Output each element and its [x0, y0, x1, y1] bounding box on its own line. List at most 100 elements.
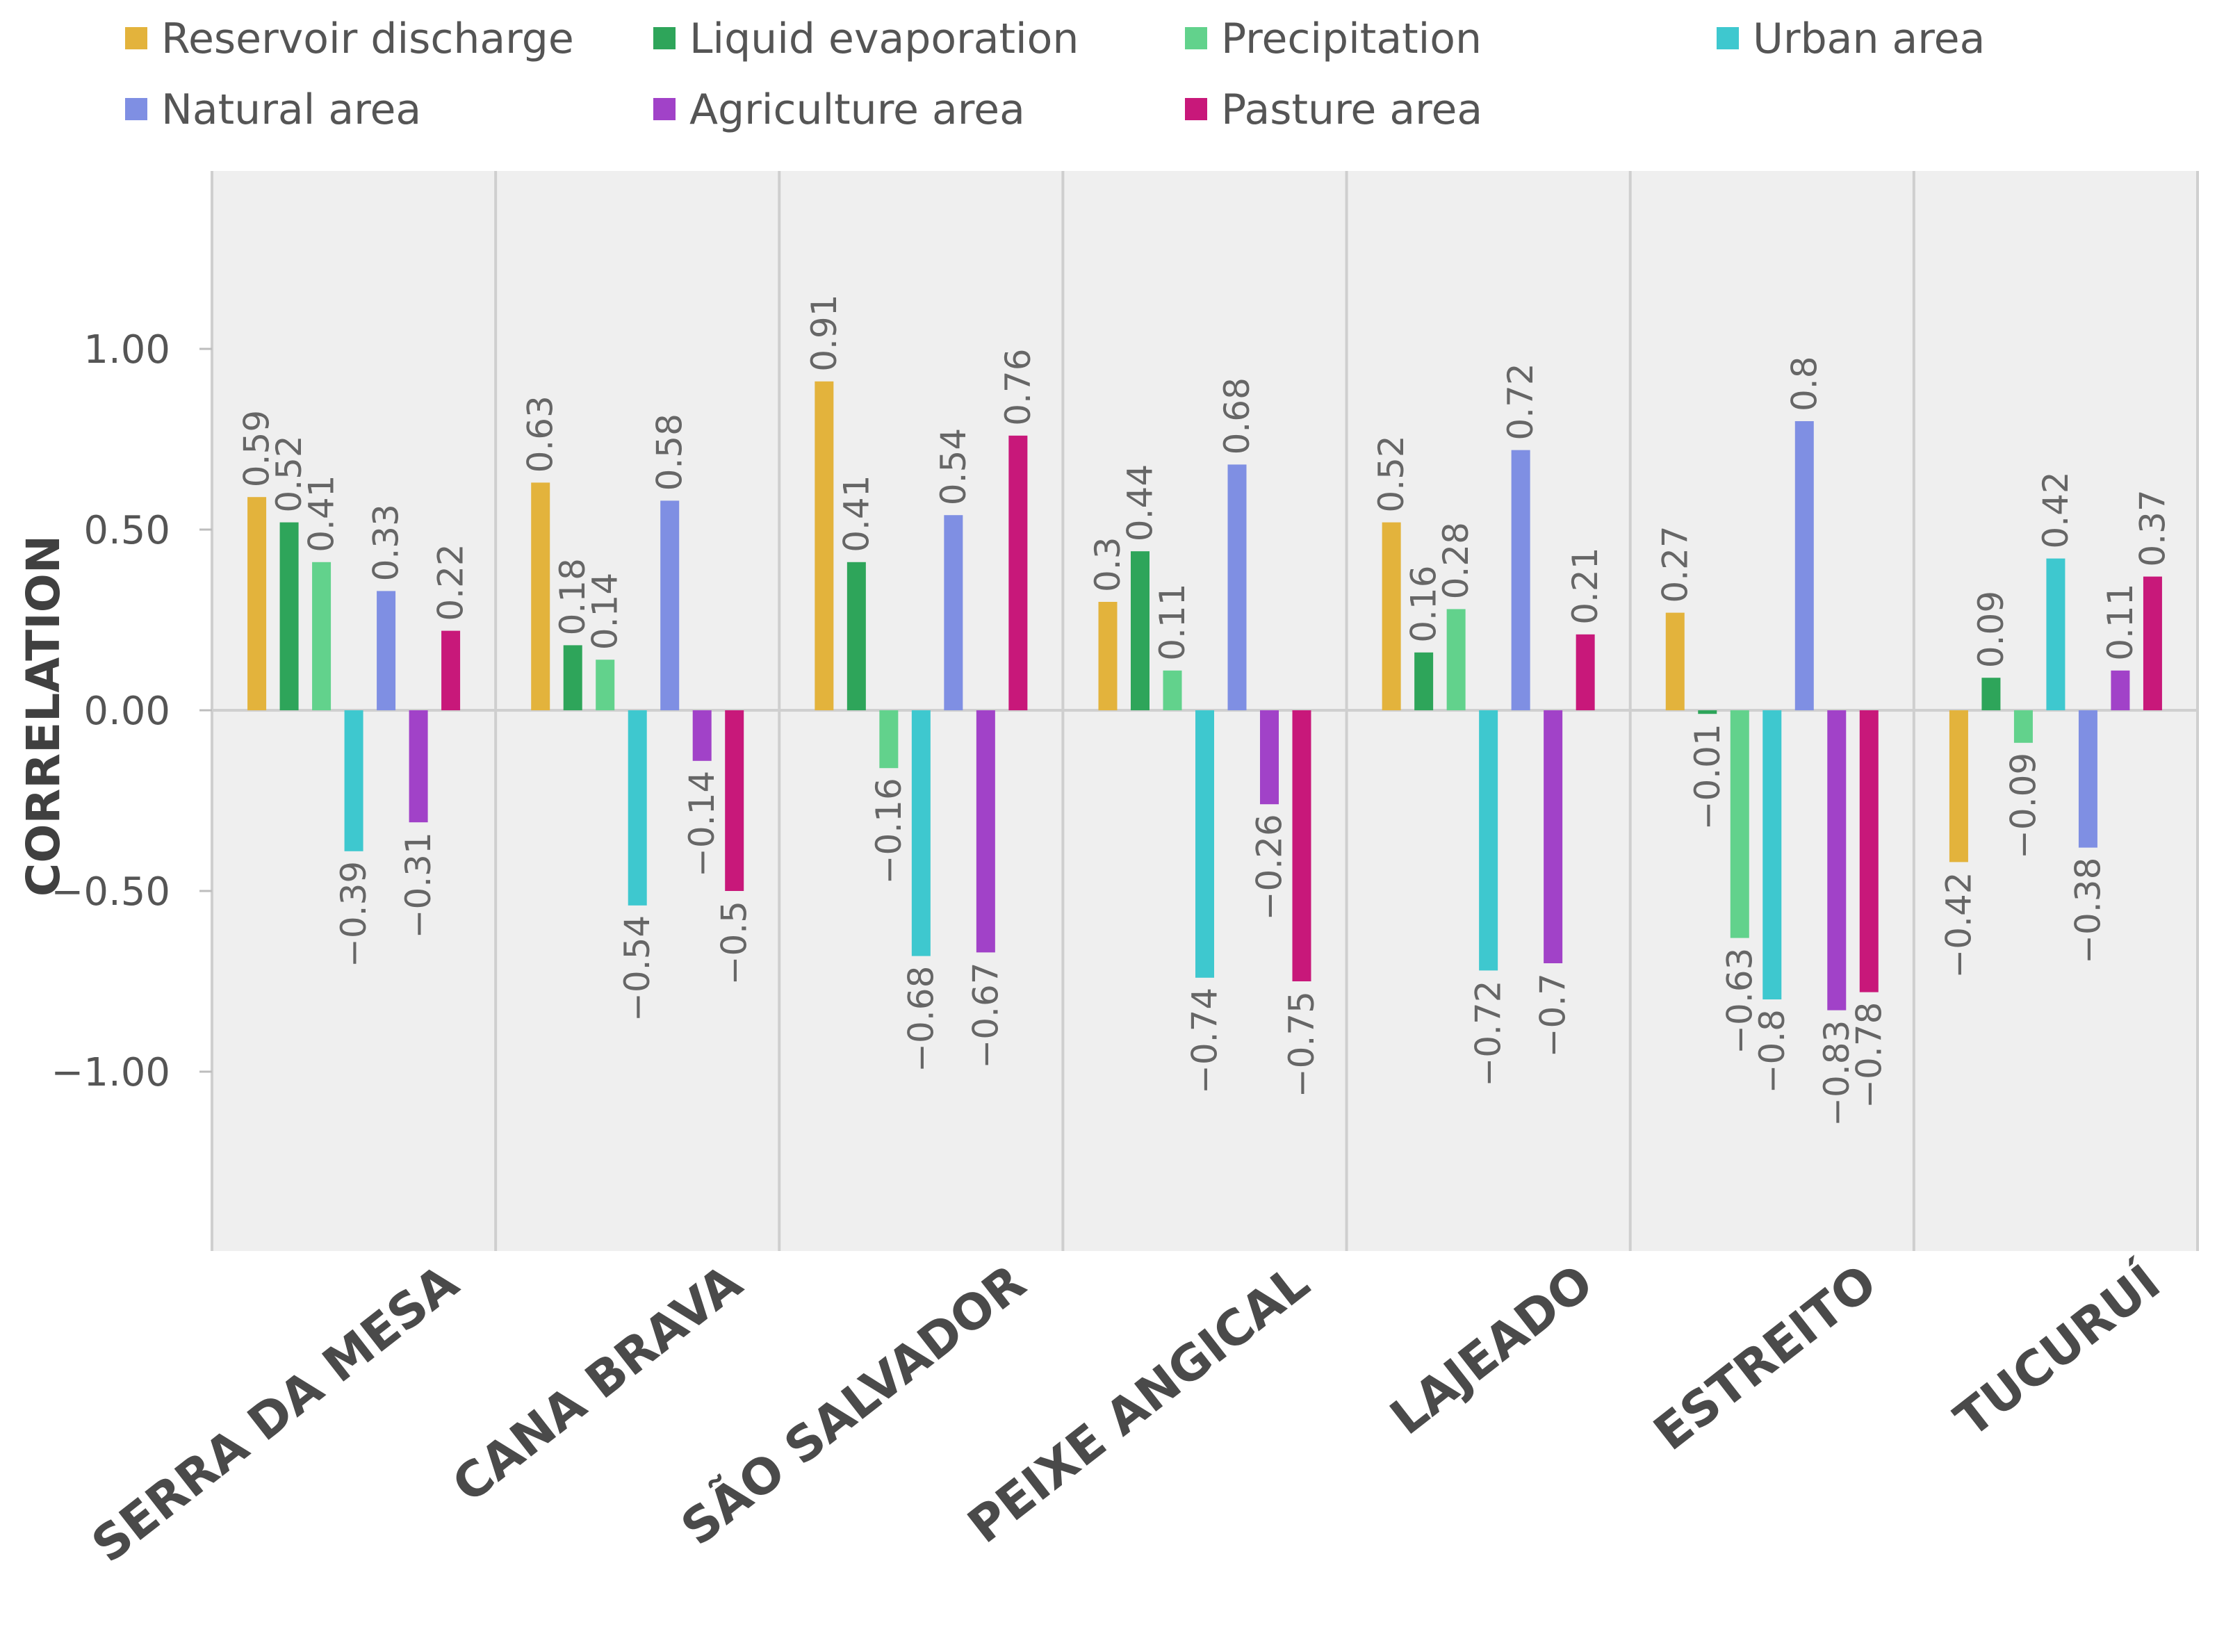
data-label-estreito-urban-area: −0.8: [1752, 1009, 1792, 1093]
data-label-peixe-angical-pasture-area: −0.75: [1282, 991, 1322, 1097]
data-label-sao-salvador-pasture-area: 0.76: [998, 348, 1038, 425]
data-label-peixe-angical-natural-area: 0.68: [1217, 377, 1257, 455]
bar-estreito-pasture-area: [1859, 710, 1879, 992]
bar-tucurui-agriculture-area: [2111, 670, 2130, 710]
bar-lajeado-liquid-evaporation: [1414, 652, 1434, 710]
bar-sao-salvador-precipitation: [879, 710, 899, 769]
bar-serra-da-mesa-reservoir-discharge: [247, 497, 267, 710]
data-label-peixe-angical-urban-area: −0.74: [1185, 988, 1225, 1094]
y-tick-label: −0.50: [51, 869, 170, 915]
bar-tucurui-liquid-evaporation: [1981, 678, 2001, 710]
data-label-sao-salvador-reservoir-discharge: 0.91: [804, 294, 844, 371]
data-label-serra-da-mesa-urban-area: −0.39: [334, 861, 374, 967]
data-label-serra-da-mesa-pasture-area: 0.22: [431, 543, 471, 621]
bar-cana-brava-precipitation: [596, 660, 615, 710]
data-label-sao-salvador-liquid-evaporation: 0.41: [836, 475, 876, 552]
data-label-lajeado-precipitation: 0.28: [1436, 522, 1476, 599]
legend: Reservoir discharge Liquid evaporation Pre…: [125, 15, 1985, 134]
bar-serra-da-mesa-agriculture-area: [409, 710, 428, 823]
bar-tucurui-urban-area: [2046, 558, 2065, 710]
bar-sao-salvador-natural-area: [944, 515, 963, 710]
data-label-sao-salvador-natural-area: 0.54: [933, 428, 974, 505]
legend-swatch: [1185, 98, 1207, 120]
legend-label: Urban area: [1753, 15, 1985, 63]
data-label-lajeado-liquid-evaporation: 0.16: [1404, 565, 1444, 642]
data-label-peixe-angical-precipitation: 0.11: [1152, 583, 1193, 660]
bar-peixe-angical-precipitation: [1163, 670, 1182, 710]
data-label-lajeado-agriculture-area: −0.7: [1533, 973, 1573, 1057]
bar-peixe-angical-liquid-evaporation: [1131, 551, 1150, 710]
bar-lajeado-pasture-area: [1576, 634, 1595, 710]
bar-serra-da-mesa-urban-area: [344, 710, 363, 851]
bar-lajeado-precipitation: [1446, 609, 1466, 710]
bar-sao-salvador-agriculture-area: [976, 710, 995, 953]
bar-estreito-natural-area: [1794, 421, 1814, 710]
y-tick-label: −1.00: [51, 1050, 170, 1095]
data-label-tucurui-agriculture-area: 0.11: [2100, 583, 2141, 660]
bars: [247, 381, 2162, 1011]
category-label-lajeado: LAJEADO: [1380, 1254, 1603, 1446]
data-label-estreito-reservoir-discharge: 0.27: [1655, 525, 1695, 603]
data-label-tucurui-natural-area: −0.38: [2068, 858, 2108, 964]
legend-label: Natural area: [161, 85, 421, 134]
data-label-estreito-liquid-evaporation: −0.01: [1687, 723, 1728, 830]
data-label-lajeado-natural-area: 0.72: [1500, 363, 1541, 440]
data-label-sao-salvador-urban-area: −0.68: [901, 966, 941, 1072]
legend-label: Pasture area: [1221, 85, 1482, 134]
data-label-serra-da-mesa-liquid-evaporation: 0.52: [269, 435, 309, 512]
data-label-serra-da-mesa-natural-area: 0.33: [366, 504, 407, 581]
data-label-peixe-angical-reservoir-discharge: 0.3: [1088, 537, 1128, 592]
y-axis-title: CORRELATION: [17, 535, 70, 897]
legend-swatch: [125, 98, 147, 120]
legend-swatch: [1185, 27, 1207, 49]
legend-item-liquid-evaporation: Liquid evaporation: [653, 15, 1079, 63]
data-label-lajeado-urban-area: −0.72: [1469, 980, 1509, 1086]
legend-swatch: [125, 27, 147, 49]
y-axis: 1.00 0.50 0.00 −0.50 −1.00: [51, 327, 212, 1095]
bar-cana-brava-agriculture-area: [692, 710, 712, 761]
data-label-peixe-angical-liquid-evaporation: 0.44: [1120, 464, 1161, 541]
data-label-cana-brava-natural-area: 0.58: [650, 414, 690, 491]
bar-serra-da-mesa-liquid-evaporation: [279, 522, 299, 710]
y-tick-label: 0.50: [83, 508, 170, 553]
bar-tucurui-natural-area: [2078, 710, 2097, 848]
legend-item-agriculture-area: Agriculture area: [653, 85, 1025, 134]
data-label-cana-brava-liquid-evaporation: 0.18: [553, 558, 593, 635]
bar-cana-brava-reservoir-discharge: [531, 482, 550, 710]
bar-estreito-urban-area: [1762, 710, 1782, 999]
data-label-serra-da-mesa-reservoir-discharge: 0.59: [237, 410, 277, 487]
bar-sao-salvador-pasture-area: [1008, 435, 1028, 710]
bar-tucurui-pasture-area: [2143, 576, 2162, 710]
data-label-sao-salvador-agriculture-area: −0.67: [965, 962, 1006, 1068]
bar-estreito-liquid-evaporation: [1698, 710, 1717, 714]
legend-label: Precipitation: [1221, 15, 1482, 63]
bar-sao-salvador-reservoir-discharge: [815, 381, 834, 710]
legend-label: Reservoir discharge: [161, 15, 574, 63]
bar-sao-salvador-liquid-evaporation: [846, 562, 866, 710]
bar-lajeado-agriculture-area: [1544, 710, 1563, 963]
bar-lajeado-natural-area: [1511, 450, 1530, 710]
data-label-estreito-natural-area: 0.8: [1784, 356, 1824, 411]
bar-tucurui-precipitation: [2013, 710, 2033, 743]
bar-cana-brava-liquid-evaporation: [563, 645, 582, 710]
y-tick-label: 1.00: [83, 327, 170, 373]
data-label-cana-brava-urban-area: −0.54: [617, 915, 657, 1022]
legend-swatch: [1717, 27, 1739, 49]
legend-item-reservoir-discharge: Reservoir discharge: [125, 15, 574, 63]
bar-cana-brava-natural-area: [660, 500, 680, 710]
data-label-tucurui-reservoir-discharge: −0.42: [1938, 872, 1979, 978]
bar-serra-da-mesa-precipitation: [312, 562, 332, 710]
data-label-cana-brava-pasture-area: −0.5: [714, 901, 755, 985]
data-label-lajeado-reservoir-discharge: 0.52: [1371, 435, 1412, 512]
bar-lajeado-urban-area: [1479, 710, 1498, 971]
data-label-lajeado-pasture-area: 0.21: [1565, 547, 1605, 624]
bar-serra-da-mesa-pasture-area: [441, 630, 461, 710]
data-label-cana-brava-precipitation: 0.14: [585, 573, 625, 650]
bar-estreito-reservoir-discharge: [1665, 612, 1685, 710]
data-label-tucurui-precipitation: −0.09: [2003, 753, 2043, 859]
bar-estreito-agriculture-area: [1827, 710, 1847, 1011]
bar-peixe-angical-agriculture-area: [1260, 710, 1279, 805]
legend-item-natural-area: Natural area: [125, 85, 421, 134]
category-label-serra-da-mesa: SERRA DA MESA: [81, 1254, 468, 1574]
